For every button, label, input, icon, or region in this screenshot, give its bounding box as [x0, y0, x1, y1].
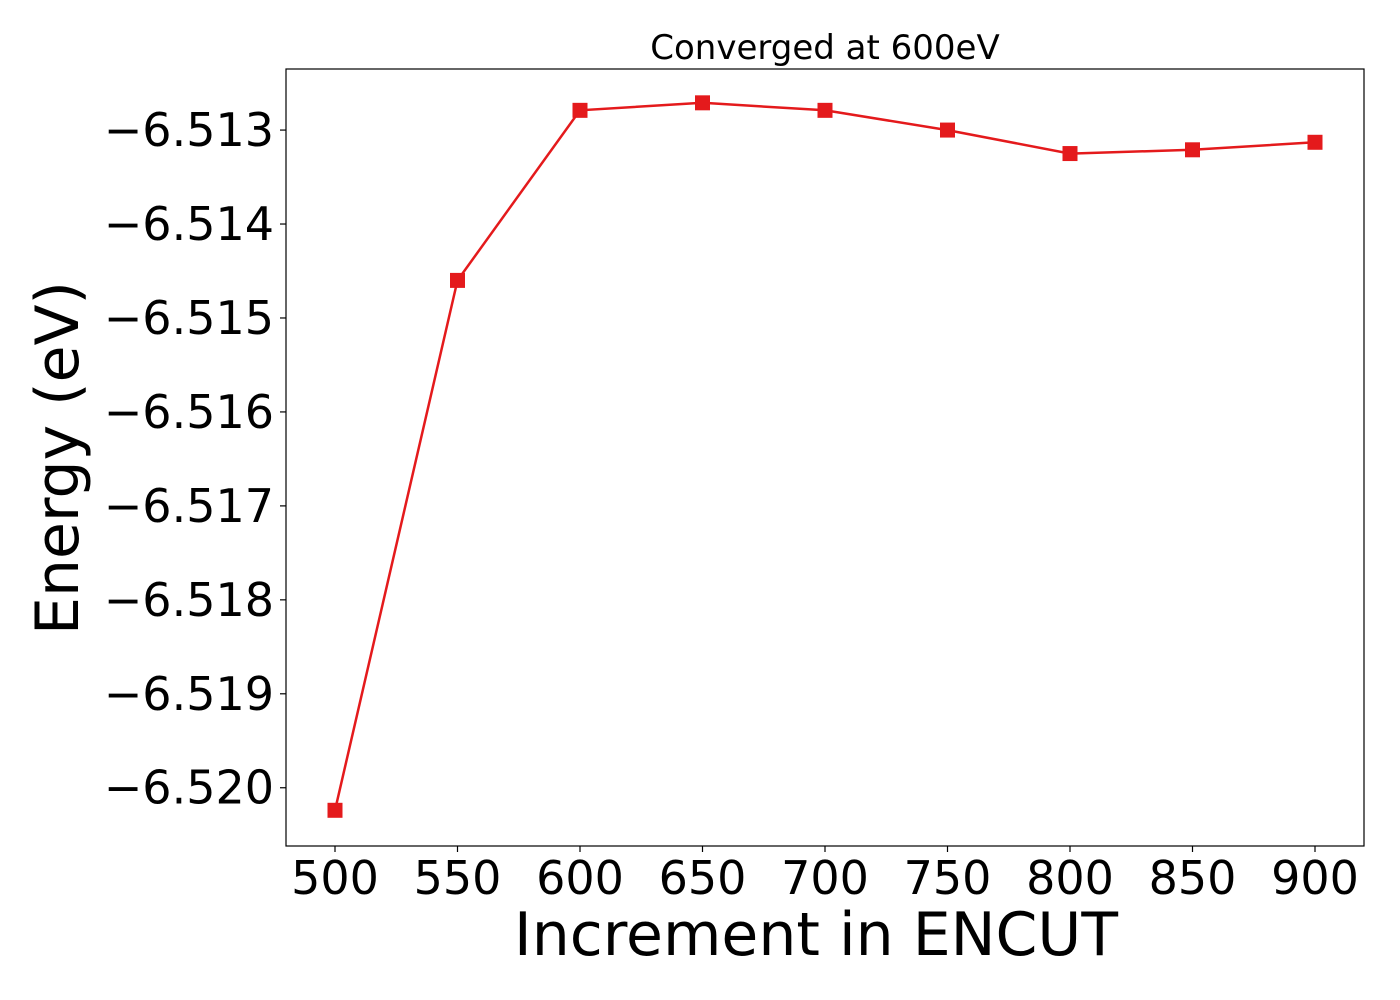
y-axis-label: Energy (eV): [23, 281, 93, 635]
x-tick-label: 750: [904, 851, 992, 905]
x-axis-label: Increment in ENCUT: [514, 900, 1118, 970]
x-tick-label: 700: [781, 851, 869, 905]
data-point: [450, 272, 465, 288]
data-point: [572, 102, 588, 118]
data-point: [695, 95, 710, 111]
data-point: [817, 102, 833, 118]
data-point: [327, 802, 343, 818]
plot-area: [285, 68, 1365, 847]
x-tick-label: 650: [659, 851, 747, 905]
data-point: [940, 122, 955, 138]
y-tick-label: −6.514: [104, 197, 274, 251]
series-line: [333, 101, 1316, 811]
y-tick-label: −6.515: [104, 291, 274, 345]
series-layer: [327, 95, 1323, 818]
data-point: [1062, 146, 1078, 162]
x-tick-label: 600: [536, 851, 624, 905]
x-tick-label: 800: [1026, 851, 1114, 905]
data-point: [1307, 134, 1323, 150]
x-tick-label: 500: [291, 851, 379, 905]
chart-title: Converged at 600eV: [650, 28, 999, 68]
y-tick-label: −6.518: [104, 573, 274, 627]
x-tick-label: 850: [1149, 851, 1237, 905]
data-point: [1185, 142, 1200, 158]
y-tick-label: −6.513: [104, 103, 274, 157]
y-tick-label: −6.517: [104, 479, 274, 533]
x-tick-label: 900: [1271, 851, 1359, 905]
tick-layer: 500 550 600 650 700 750 800 850 900 −6.520 −6.519 −…: [104, 103, 1359, 905]
y-tick-label: −6.519: [104, 667, 274, 721]
x-tick-label: 550: [414, 851, 502, 905]
y-tick-label: −6.516: [104, 385, 274, 439]
y-tick-label: −6.520: [104, 761, 274, 815]
